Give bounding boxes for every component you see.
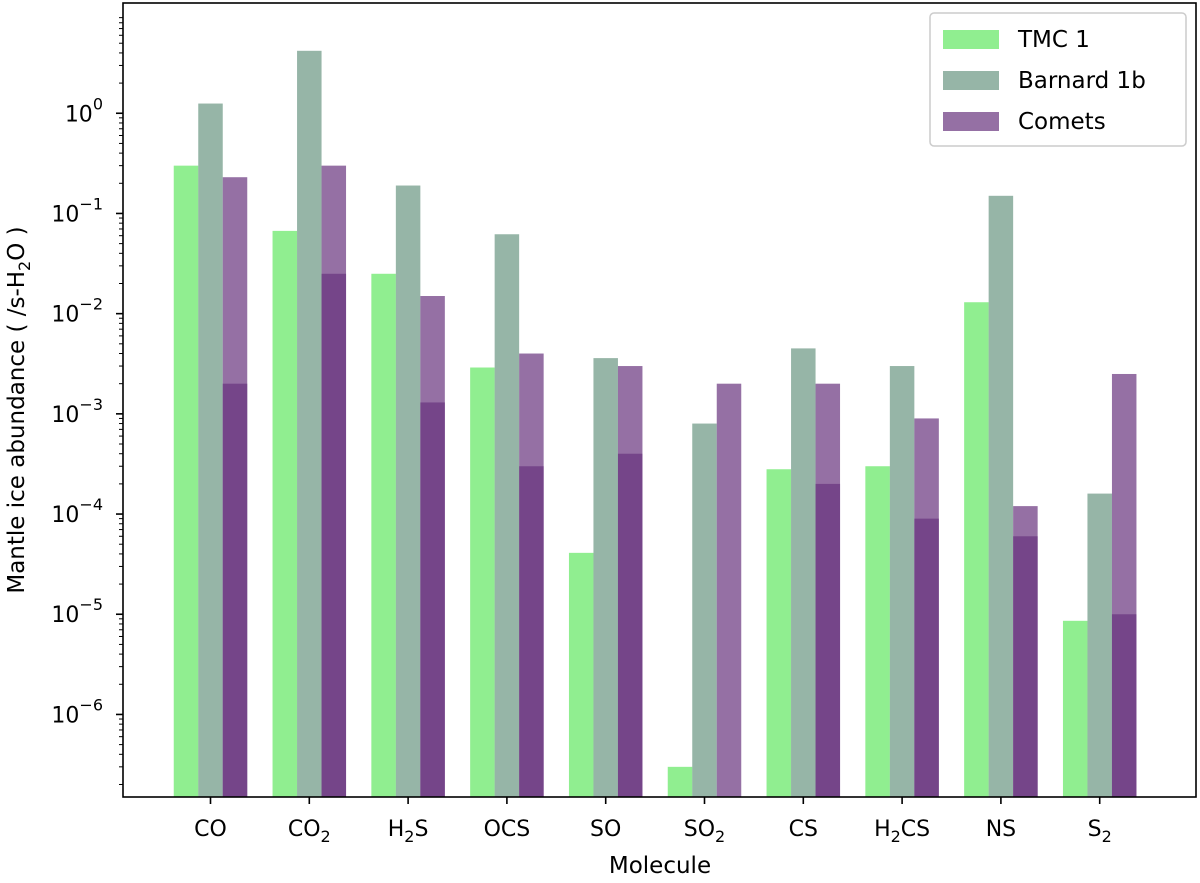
bar-comets-min-so2 — [716, 383, 742, 797]
y-tick-label: 10−6 — [51, 695, 103, 728]
y-tick-label: 10−2 — [51, 295, 103, 328]
bar-barnard-1b-h2cs — [889, 366, 915, 797]
bar-comets-max-ocs — [519, 353, 544, 797]
x-tick-label-co2: CO2 — [288, 817, 331, 846]
bar-comets-max-h2cs — [914, 418, 939, 797]
x-tick-label-ocs: OCS — [484, 817, 531, 842]
y-axis-title: Mantle ice abundance ( /s-H2O ) — [4, 226, 34, 593]
y-axis: 100 10−1 10−2 10−3 10−4 10−5 10−6 — [51, 17, 123, 785]
bar-comets-max-co2 — [321, 165, 347, 797]
bar-barnard-1b-co2 — [297, 50, 322, 798]
bar-tmc-1-h2s — [371, 273, 396, 797]
bar-comets-max-so — [617, 366, 643, 797]
bar-tmc-1-cs — [766, 469, 792, 797]
x-tick-label-h2cs: H2CS — [874, 817, 930, 846]
bar-barnard-1b-so2 — [692, 423, 717, 797]
bar-barnard-1b-h2s — [395, 185, 421, 797]
y-tick-label: 10−4 — [51, 495, 103, 528]
bar-tmc-1-so — [568, 552, 594, 797]
bar-tmc-1-h2cs — [865, 466, 890, 797]
bar-barnard-1b-co — [198, 103, 223, 798]
legend-swatch-barnard-1b — [943, 71, 999, 90]
plot-frame — [122, 2, 1197, 798]
bar-barnard-1b-ocs — [494, 234, 520, 798]
y-tick-label: 10−3 — [51, 395, 103, 428]
x-tick-label-co: CO — [194, 817, 227, 842]
x-axis: CO CO2 H2S OCS SO SO2 CS H2CS NS S2 — [194, 797, 1112, 846]
x-axis-title: Molecule — [609, 853, 711, 879]
bar-tmc-1-ns — [964, 302, 989, 797]
y-tick-label: 100 — [65, 94, 103, 127]
bar-barnard-1b-s2 — [1087, 493, 1112, 797]
x-tick-label-s2: S2 — [1088, 817, 1112, 846]
legend-swatch-tmc-1 — [943, 30, 999, 49]
x-tick-label-h2s: H2S — [388, 817, 429, 846]
x-tick-label-so2: SO2 — [684, 817, 725, 846]
bar-layer — [173, 50, 1137, 798]
bar-tmc-1-co2 — [272, 230, 298, 798]
y-tick-label: 10−5 — [51, 595, 103, 628]
bar-comets-max-cs — [815, 383, 841, 797]
bar-tmc-1-s2 — [1062, 620, 1088, 797]
bar-comets-max-co — [222, 177, 248, 797]
x-tick-label-so: SO — [590, 817, 621, 842]
bar-comets-max-h2s — [420, 296, 445, 797]
legend-label-tmc-1: TMC 1 — [1017, 27, 1090, 53]
bar-barnard-1b-so — [593, 358, 618, 797]
y-tick-label: 10−1 — [51, 194, 103, 227]
legend: TMC 1 Barnard 1b Comets — [929, 12, 1187, 147]
x-tick-label-cs: CS — [789, 817, 818, 842]
bar-tmc-1-so2 — [667, 766, 693, 797]
bar-tmc-1-co — [173, 165, 199, 797]
bar-barnard-1b-ns — [988, 195, 1014, 797]
bar-comets-max-s2 — [1111, 373, 1137, 797]
legend-label-barnard-1b: Barnard 1b — [1018, 68, 1146, 94]
bar-tmc-1-ocs — [470, 367, 495, 797]
bar-comets-max-ns — [1013, 506, 1038, 797]
legend-label-comets: Comets — [1018, 109, 1106, 135]
legend-swatch-comets — [943, 112, 999, 131]
x-tick-label-ns: NS — [986, 817, 1016, 842]
bar-barnard-1b-cs — [791, 348, 816, 797]
